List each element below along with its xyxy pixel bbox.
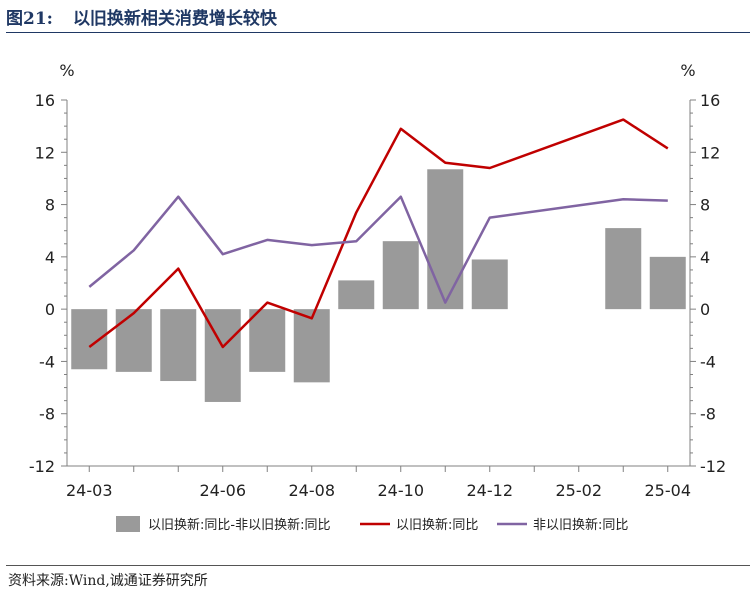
right-tick-label: 16 <box>700 91 720 110</box>
bar <box>249 309 286 372</box>
bar <box>115 309 152 372</box>
right-tick-label: 12 <box>700 143 720 162</box>
legend-label: 非以旧换新:同比 <box>533 517 628 533</box>
x-tick-label: 24-06 <box>200 481 247 500</box>
x-tick-label: 24-12 <box>467 481 514 500</box>
figure-number: 图21: <box>6 9 53 29</box>
bar <box>382 241 419 310</box>
left-tick-label: 12 <box>35 143 55 162</box>
x-tick-label: 24-10 <box>378 481 425 500</box>
bar <box>338 280 375 310</box>
bar <box>649 256 686 310</box>
bar <box>471 259 508 310</box>
left-unit-label: % <box>59 61 74 80</box>
axes: % % -12 -8 -4 0 4 8 12 16 -12 -8 -4 0 4 8 12 16 24-03 24-06… <box>29 61 726 500</box>
right-tick-label: 8 <box>700 196 710 215</box>
right-tick-label: -12 <box>700 457 726 476</box>
right-tick-label: -8 <box>700 405 716 424</box>
bar <box>605 228 642 310</box>
bar <box>160 309 197 382</box>
figure-title-text: 以旧换新相关消费增长较快 <box>72 9 277 29</box>
bar <box>293 309 330 383</box>
left-tick-label: 4 <box>45 248 55 267</box>
series-line <box>88 195 668 304</box>
x-tick-label: 24-03 <box>66 481 113 500</box>
line-series <box>88 118 669 349</box>
title-divider <box>6 32 750 33</box>
x-tick-label: 25-04 <box>645 481 692 500</box>
source-divider <box>6 565 750 566</box>
legend-label: 以旧换新:同比 <box>396 517 478 533</box>
bar <box>71 309 108 370</box>
left-tick-label: 16 <box>35 91 55 110</box>
right-unit-label: % <box>680 61 695 80</box>
bar-series <box>71 169 686 402</box>
left-tick-label: -12 <box>29 457 55 476</box>
right-tick-label: 0 <box>700 300 710 319</box>
right-tick-label: 4 <box>700 248 710 267</box>
series-line <box>88 118 669 349</box>
right-tick-label: -4 <box>700 352 716 371</box>
bar <box>427 169 464 310</box>
left-tick-label: -8 <box>39 405 55 424</box>
left-tick-label: 8 <box>45 196 55 215</box>
legend: 以旧换新:同比-非以旧换新:同比 以旧换新:同比 非以旧换新:同比 <box>116 516 628 533</box>
left-tick-label: 0 <box>45 300 55 319</box>
legend-swatch-bar <box>116 516 140 532</box>
figure-title: 图21: 以旧换新相关消费增长较快 <box>6 4 277 29</box>
x-tick-label: 24-08 <box>289 481 336 500</box>
source-note: 资料来源:Wind,诚通证券研究所 <box>8 573 208 589</box>
left-tick-label: -4 <box>39 352 55 371</box>
legend-label: 以旧换新:同比-非以旧换新:同比 <box>148 517 330 533</box>
x-tick-label: 25-02 <box>556 481 603 500</box>
